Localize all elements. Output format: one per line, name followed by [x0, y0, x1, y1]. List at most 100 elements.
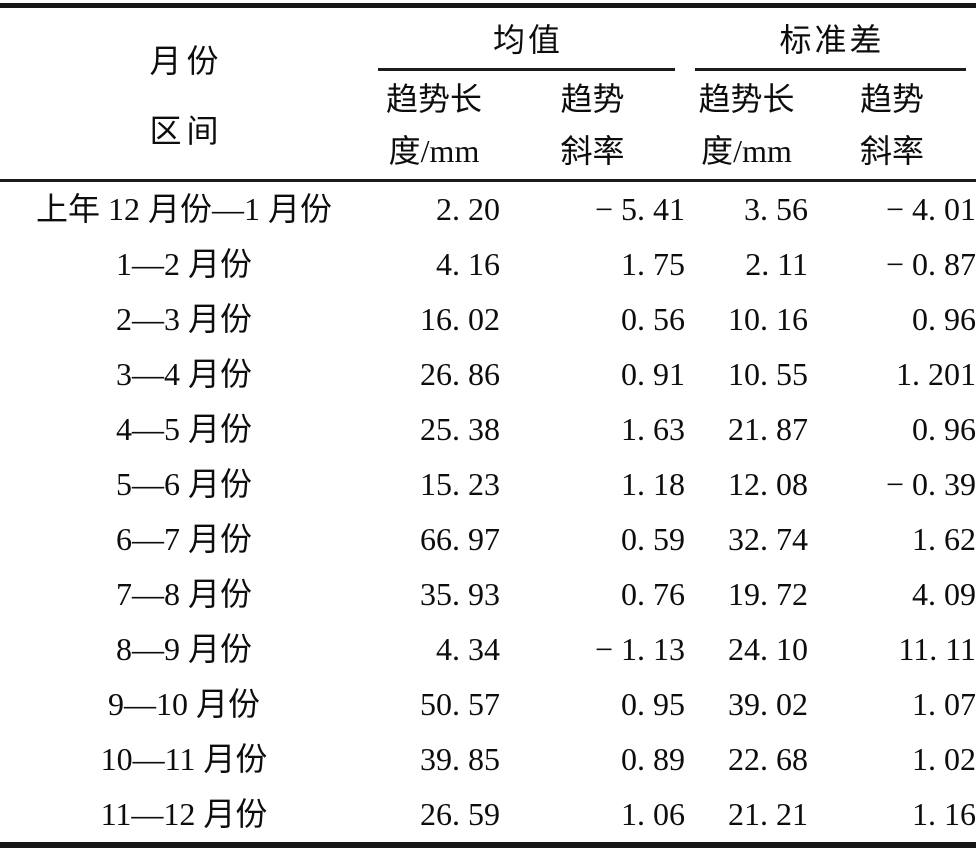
table-header: 月份 区间 均值 标准差 趋势长 度/mm	[0, 5, 976, 182]
mean-trend-length-cell: 39. 85	[420, 741, 500, 777]
std-trend-length-cell: 22. 68	[728, 741, 809, 777]
std-trend-length-cell: 12. 08	[728, 466, 809, 502]
subheader-line: 度/mm	[701, 133, 792, 169]
month-interval-cell: 4—5 月份	[115, 411, 252, 447]
subheader-std-trend-slope: 趋势 斜率	[808, 71, 976, 182]
std-trend-length-cell: 39. 02	[728, 686, 809, 722]
monthly-trend-stats-table: 月份 区间 均值 标准差 趋势长 度/mm	[0, 3, 976, 848]
mean-trend-length-cell: 66. 97	[420, 521, 500, 557]
subheader-line: 斜率	[560, 133, 625, 169]
subheader-line: 趋势	[860, 81, 925, 117]
std-trend-length-cell: 2. 11	[745, 246, 809, 282]
mean-trend-length-cell: 4. 34	[436, 631, 500, 667]
subheader-line: 斜率	[860, 133, 925, 169]
table-row: 上年 12 月份—1 月份 2. 20 − 5. 41 3. 56 − 4. 0…	[0, 181, 976, 238]
month-interval-cell: 10—11 月份	[100, 741, 268, 777]
std-trend-length-cell: 3. 56	[744, 191, 809, 227]
std-trend-length-cell: 19. 72	[728, 576, 809, 612]
month-interval-header-cell: 月份 区间	[0, 5, 368, 182]
mean-trend-length-cell: 2. 20	[436, 191, 500, 227]
table-body: 上年 12 月份—1 月份 2. 20 − 5. 41 3. 56 − 4. 0…	[0, 181, 976, 846]
mean-trend-length-cell: 50. 57	[420, 686, 500, 722]
group-header-row: 月份 区间 均值 标准差	[0, 5, 976, 182]
table-row: 7—8 月份 35. 93 0. 76 19. 72 4. 09	[0, 567, 976, 622]
group-header-std: 标准差	[685, 6, 976, 71]
mean-trend-length-cell: 16. 02	[420, 301, 500, 337]
mean-trend-slope-cell: 1. 75	[621, 246, 686, 282]
mean-trend-slope-cell: 0. 91	[621, 356, 686, 392]
mean-trend-slope-cell: 0. 76	[621, 576, 686, 612]
table-row: 11—12 月份 26. 59 1. 06 21. 21 1. 16	[0, 787, 976, 845]
subheader-mean-trend-length: 趋势长 度/mm	[368, 71, 500, 182]
group-header-mean-label: 均值	[493, 22, 564, 58]
month-interval-cell: 1—2 月份	[115, 246, 252, 282]
group-header-std-rule: 标准差	[695, 8, 967, 71]
mean-trend-length-cell: 4. 16	[436, 246, 500, 282]
subheader-line: 趋势	[560, 81, 625, 117]
std-trend-length-cell: 21. 21	[728, 796, 809, 832]
mean-trend-slope-cell: 0. 56	[621, 301, 686, 337]
subheader-line: 趋势长	[698, 81, 795, 117]
std-trend-length-cell: 10. 55	[728, 356, 809, 392]
mean-trend-length-cell: 15. 23	[420, 466, 500, 502]
table-row: 5—6 月份 15. 23 1. 18 12. 08 − 0. 39	[0, 457, 976, 512]
std-trend-slope-cell: 11. 11	[898, 631, 976, 667]
std-trend-slope-cell: 0. 96	[912, 301, 976, 337]
table-row: 3—4 月份 26. 86 0. 91 10. 55 1. 201	[0, 347, 976, 402]
std-trend-slope-cell: 4. 09	[912, 576, 976, 612]
mean-trend-length-cell: 35. 93	[420, 576, 500, 612]
month-header-line1: 月份	[149, 42, 224, 79]
table-row: 8—9 月份 4. 34 − 1. 13 24. 10 11. 11	[0, 622, 976, 677]
month-interval-cell: 11—12 月份	[100, 796, 268, 832]
mean-trend-slope-cell: 0. 59	[621, 521, 686, 557]
month-interval-cell: 7—8 月份	[115, 576, 252, 612]
table-row: 1—2 月份 4. 16 1. 75 2. 11 − 0. 87	[0, 237, 976, 292]
mean-trend-slope-cell: 1. 06	[621, 796, 686, 832]
group-header-std-label: 标准差	[779, 22, 885, 58]
mean-trend-length-cell: 26. 59	[420, 796, 500, 832]
group-header-mean-rule: 均值	[378, 8, 676, 71]
month-interval-cell: 9—10 月份	[107, 686, 260, 722]
table-row: 10—11 月份 39. 85 0. 89 22. 68 1. 02	[0, 732, 976, 787]
std-trend-slope-cell: 0. 96	[912, 411, 976, 447]
mean-trend-slope-cell: − 5. 41	[594, 191, 686, 227]
month-interval-cell: 上年 12 月份—1 月份	[35, 191, 332, 227]
mean-trend-slope-cell: 1. 63	[621, 411, 686, 447]
subheader-mean-trend-slope: 趋势 斜率	[500, 71, 686, 182]
month-interval-header-text: 月份 区间	[0, 9, 368, 179]
sub-header-row: 趋势长 度/mm 趋势 斜率 趋势长 度/mm 趋势 斜率	[0, 71, 976, 182]
month-header-line2: 区间	[149, 112, 224, 149]
subheader-line: 趋势长	[385, 81, 482, 117]
std-trend-slope-cell: − 0. 87	[885, 246, 976, 282]
month-interval-cell: 3—4 月份	[115, 356, 252, 392]
table-row: 2—3 月份 16. 02 0. 56 10. 16 0. 96	[0, 292, 976, 347]
std-trend-slope-cell: 1. 02	[912, 741, 976, 777]
std-trend-slope-cell: 1. 62	[912, 521, 976, 557]
mean-trend-slope-cell: − 1. 13	[594, 631, 686, 667]
std-trend-length-cell: 32. 74	[728, 521, 809, 557]
mean-trend-slope-cell: 0. 95	[621, 686, 686, 722]
month-interval-cell: 8—9 月份	[115, 631, 252, 667]
std-trend-slope-cell: 1. 201	[896, 356, 976, 392]
subheader-line: 度/mm	[388, 133, 480, 169]
month-interval-cell: 2—3 月份	[115, 301, 252, 337]
table-row: 9—10 月份 50. 57 0. 95 39. 02 1. 07	[0, 677, 976, 732]
mean-trend-length-cell: 26. 86	[420, 356, 500, 392]
subheader-std-trend-length: 趋势长 度/mm	[685, 71, 809, 182]
month-interval-cell: 5—6 月份	[115, 466, 252, 502]
std-trend-length-cell: 24. 10	[728, 631, 809, 667]
std-trend-slope-cell: 1. 16	[912, 796, 976, 832]
std-trend-length-cell: 21. 87	[728, 411, 809, 447]
table-row: 6—7 月份 66. 97 0. 59 32. 74 1. 62	[0, 512, 976, 567]
std-trend-slope-cell: 1. 07	[912, 686, 976, 722]
table-row: 4—5 月份 25. 38 1. 63 21. 87 0. 96	[0, 402, 976, 457]
std-trend-slope-cell: − 0. 39	[885, 466, 976, 502]
std-trend-length-cell: 10. 16	[728, 301, 809, 337]
month-interval-cell: 6—7 月份	[115, 521, 252, 557]
std-trend-slope-cell: − 4. 01	[885, 191, 976, 227]
group-header-mean: 均值	[368, 6, 685, 71]
mean-trend-length-cell: 25. 38	[420, 411, 500, 447]
mean-trend-slope-cell: 1. 18	[621, 466, 686, 502]
mean-trend-slope-cell: 0. 89	[621, 741, 686, 777]
